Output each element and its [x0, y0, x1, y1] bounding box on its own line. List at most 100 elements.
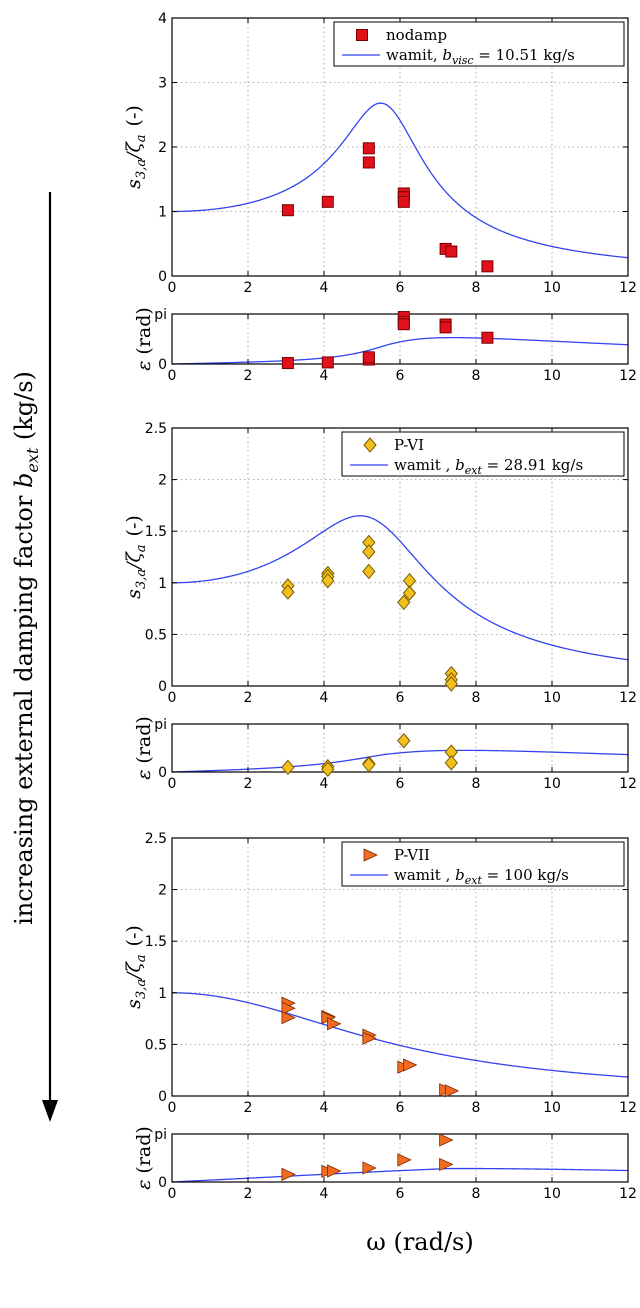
y-axis-label-main: s — [123, 179, 145, 189]
data-point-square — [445, 245, 458, 258]
y-axis-label-sub: 3,a — [134, 569, 149, 589]
x-tick-label: 10 — [543, 368, 561, 384]
panel-p3phase: 0 2 4 6 8 10 12 0 pi ε (rad) — [133, 1126, 637, 1202]
legend: P-VII wamit , bext = 100 kg/s — [341, 841, 625, 887]
y-axis-label-sub: a — [134, 954, 149, 962]
legend-line-sub: ext — [465, 464, 483, 477]
y-axis-label-unit: (-) — [123, 105, 145, 126]
data-point-diamond — [362, 563, 376, 580]
data-point-triangle — [363, 848, 378, 862]
legend-marker-label: P-VII — [394, 846, 430, 864]
y-axis-label: ε (rad) — [133, 1126, 155, 1190]
data-point-square — [281, 204, 294, 217]
panel-p3: 0 2 4 6 8 10 12 0 0.5 1 1.5 2 2.5 s3,a/ζa (-) P-VII wami… — [123, 831, 637, 1116]
x-tick-label: 8 — [472, 1100, 481, 1116]
legend-box — [333, 21, 625, 67]
x-tick-label: 0 — [168, 1100, 177, 1116]
y-axis-label: s3,a/ζa (-) — [123, 105, 149, 189]
data-point-square — [321, 195, 334, 208]
x-tick-label: 2 — [244, 368, 253, 384]
data-point-diamond — [402, 585, 417, 601]
y-tick-label: 0 — [158, 765, 167, 781]
x-tick-label: 12 — [619, 280, 637, 296]
y-axis-label-unit: (rad) — [133, 307, 155, 354]
x-tick-label: 2 — [244, 690, 253, 706]
y-axis-label-unit: (rad) — [133, 716, 155, 763]
x-tick-label: 6 — [396, 776, 405, 792]
y-tick-label: 1 — [158, 576, 167, 592]
data-point-square — [481, 331, 494, 344]
x-tick-label: 4 — [320, 1186, 329, 1202]
legend: nodamp wamit, bvisc = 10.51 kg/s — [333, 21, 625, 67]
legend-line-value: = 10.51 kg/s — [474, 46, 575, 64]
data-point-diamond — [397, 732, 411, 749]
y-axis-label-main: ε — [133, 770, 155, 780]
y-tick-label: 0 — [158, 357, 167, 373]
wamit-curve — [172, 992, 629, 1078]
damping-label-symbol: b — [10, 473, 38, 488]
y-tick-label: 2.5 — [145, 421, 167, 437]
x-tick-label: 10 — [543, 1100, 561, 1116]
y-tick-label: 0 — [158, 1175, 167, 1191]
x-tick-label: 6 — [396, 1186, 405, 1202]
y-tick-label: 1.5 — [145, 524, 167, 540]
y-tick-label: 1 — [158, 986, 167, 1002]
legend-box — [341, 431, 625, 477]
x-tick-label: 8 — [472, 368, 481, 384]
legend-line-label: wamit, bvisc = 10.51 kg/s — [386, 46, 575, 67]
x-tick-label: 10 — [543, 280, 561, 296]
x-tick-label: 0 — [168, 368, 177, 384]
damping-arrow-head — [42, 1100, 58, 1122]
y-axis-label-sub: 3,a — [134, 159, 149, 179]
y-tick-label: 2.5 — [145, 831, 167, 847]
x-tick-label: 0 — [168, 1186, 177, 1202]
y-tick-label: pi — [154, 307, 167, 323]
y-axis-label-mid: /ζ — [123, 140, 145, 160]
legend-line-label-text: wamit, — [386, 46, 442, 64]
legend-line-label-text: wamit , — [394, 866, 455, 884]
data-point-triangle — [362, 1161, 377, 1175]
data-point-square — [356, 29, 368, 41]
data-point-triangle — [397, 1153, 412, 1167]
data-points — [281, 732, 458, 778]
panel-p2phase: 0 2 4 6 8 10 12 0 pi ε (rad) — [133, 716, 637, 792]
y-tick-label: 2 — [158, 140, 167, 156]
data-point-diamond — [321, 572, 335, 589]
data-points — [281, 534, 458, 692]
panel-p1phase: 0 2 4 6 8 10 12 0 pi ε (rad) — [133, 307, 637, 384]
data-point-triangle — [281, 1001, 296, 1015]
data-point-triangle — [403, 1058, 418, 1072]
data-point-triangle — [439, 1133, 454, 1147]
wamit-curve — [172, 102, 629, 259]
y-axis-label-main: s — [123, 999, 145, 1009]
x-tick-label: 2 — [244, 1100, 253, 1116]
x-tick-label: 6 — [396, 1100, 405, 1116]
y-tick-label: 1.5 — [145, 934, 167, 950]
x-tick-label: 8 — [472, 690, 481, 706]
legend-line-value: = 28.91 kg/s — [482, 456, 583, 474]
data-point-square — [362, 351, 375, 364]
data-point-triangle — [327, 1017, 342, 1031]
data-point-diamond — [281, 584, 295, 600]
legend-line-sub: visc — [452, 54, 474, 67]
y-axis-label-mid: /ζ — [123, 550, 145, 570]
data-points — [281, 1133, 454, 1181]
legend-line-symbol: b — [442, 46, 452, 64]
x-tick-label: 8 — [472, 776, 481, 792]
side-annotation: increasing external damping factor bext … — [10, 192, 58, 1122]
legend-marker-label: P-VI — [394, 436, 424, 454]
y-axis-label-sub: a — [134, 544, 149, 552]
y-axis-label: ε (rad) — [133, 307, 155, 371]
x-tick-label: 6 — [396, 280, 405, 296]
data-point-square — [362, 156, 375, 169]
x-tick-label: 2 — [244, 776, 253, 792]
y-tick-label: pi — [154, 717, 167, 733]
data-point-diamond — [321, 761, 335, 778]
legend-line-label: wamit , bext = 28.91 kg/s — [394, 456, 583, 477]
y-axis-label-main: s — [123, 589, 145, 599]
x-tick-label: 10 — [543, 690, 561, 706]
data-point-triangle — [327, 1164, 342, 1178]
damping-label-unit: (kg/s) — [10, 371, 38, 448]
x-tick-label: 4 — [320, 1100, 329, 1116]
